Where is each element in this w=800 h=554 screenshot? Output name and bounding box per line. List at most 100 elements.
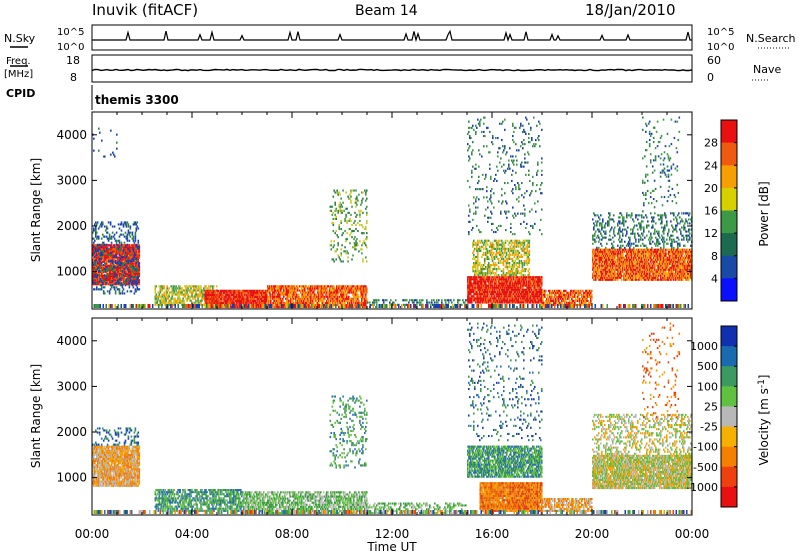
- echo-cell: [331, 213, 334, 216]
- echo-cell: [165, 289, 167, 292]
- echo-cell: [129, 275, 132, 278]
- echo-cell: [182, 301, 184, 304]
- echo-cell: [194, 293, 196, 296]
- echo-cell: [505, 262, 508, 265]
- echo-cell: [107, 283, 110, 286]
- echo-cell: [497, 268, 500, 271]
- echo-cell: [491, 243, 494, 246]
- echo-cell: [102, 260, 105, 263]
- echo-cell: [109, 268, 112, 271]
- echo-cell: [118, 239, 121, 242]
- echo-cell: [518, 282, 520, 285]
- echo-cell: [132, 254, 135, 257]
- echo-cell: [490, 210, 492, 213]
- echo-cell: [98, 253, 101, 256]
- echo-cell: [123, 266, 126, 269]
- echo-cell: [273, 289, 275, 292]
- echo-cell: [128, 274, 131, 277]
- echo-cell: [100, 221, 103, 224]
- echo-cell: [92, 282, 94, 285]
- echo-cell: [489, 288, 491, 291]
- echo-cell: [501, 295, 503, 298]
- echo-cell: [195, 285, 197, 288]
- echo-cell: [323, 291, 325, 294]
- echo-cell: [539, 286, 541, 289]
- echo-cell: [232, 293, 234, 296]
- echo-cell: [541, 291, 543, 294]
- echo-cell: [359, 240, 361, 243]
- echo-cell: [206, 289, 209, 292]
- echo-cell: [234, 295, 236, 298]
- echo-cell: [491, 293, 493, 296]
- echo-cell: [96, 258, 98, 261]
- echo-cell: [108, 248, 111, 251]
- echo-cell: [511, 293, 513, 296]
- echo-cell: [130, 258, 133, 261]
- echo-cell: [518, 299, 520, 302]
- echo-cell: [154, 291, 157, 294]
- echo-cell: [129, 280, 132, 283]
- echo-cell: [337, 211, 339, 214]
- echo-cell: [194, 289, 196, 292]
- echo-cell: [535, 299, 537, 302]
- echo-cell: [506, 299, 508, 302]
- echo-cell: [481, 276, 483, 279]
- echo-cell: [523, 291, 525, 294]
- echo-cell: [111, 256, 114, 259]
- echo-cell: [520, 282, 522, 285]
- echo-cell: [480, 295, 482, 298]
- echo-cell: [311, 295, 313, 298]
- echo-cell: [109, 275, 112, 278]
- echo-cell: [523, 247, 526, 250]
- echo-cell: [116, 288, 119, 291]
- echo-cell: [511, 247, 514, 250]
- echo-cell: [505, 251, 508, 254]
- echo-cell: [238, 300, 240, 303]
- echo-cell: [527, 297, 529, 300]
- echo-cell: [517, 241, 520, 244]
- echo-cell: [321, 289, 323, 292]
- echo-cell: [136, 270, 139, 273]
- echo-cell: [97, 266, 100, 269]
- nsearch-tick-top: 10^5: [707, 27, 734, 38]
- echo-cell: [220, 297, 222, 300]
- echo-cell: [534, 280, 536, 283]
- echo-cell: [99, 255, 102, 258]
- echo-cell: [138, 270, 141, 273]
- echo-cell: [95, 273, 97, 276]
- echo-cell: [241, 302, 243, 305]
- echo-cell: [208, 302, 211, 305]
- echo-cell: [520, 255, 523, 258]
- echo-cell: [134, 266, 137, 269]
- echo-cell: [515, 301, 517, 304]
- echo-cell: [174, 297, 176, 300]
- echo-cell: [509, 291, 511, 294]
- echo-cell: [128, 260, 131, 263]
- echo-cell: [484, 286, 486, 289]
- echo-cell: [473, 253, 475, 256]
- echo-cell: [408, 301, 410, 304]
- echo-cell: [102, 246, 105, 249]
- echo-cell: [528, 299, 530, 302]
- echo-cell: [137, 266, 140, 269]
- echo-cell: [119, 223, 122, 226]
- echo-cell: [325, 304, 327, 307]
- echo-cell: [332, 291, 334, 294]
- echo-cell: [493, 255, 496, 258]
- echo-cell: [516, 286, 518, 289]
- echo-cell: [501, 245, 504, 248]
- echo-cell: [352, 291, 354, 294]
- echo-cell: [468, 231, 470, 234]
- echo-cell: [320, 289, 322, 292]
- echo-cell: [108, 275, 111, 278]
- echo-cell: [514, 282, 516, 285]
- echo-cell: [346, 297, 348, 300]
- echo-cell: [118, 292, 121, 295]
- echo-cell: [527, 251, 530, 254]
- echo-cell: [416, 301, 418, 304]
- echo-cell: [332, 217, 335, 220]
- echo-cell: [296, 301, 298, 304]
- echo-cell: [278, 299, 280, 302]
- echo-cell: [321, 301, 323, 304]
- echo-cell: [360, 209, 362, 212]
